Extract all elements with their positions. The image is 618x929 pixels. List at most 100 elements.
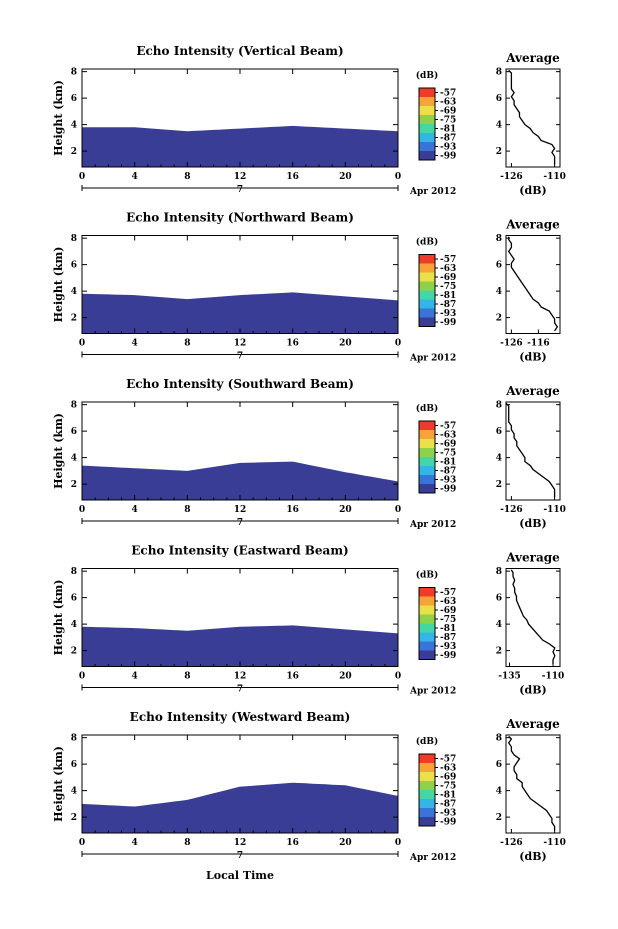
colorbar-segment: [419, 623, 435, 633]
colorbar-tick-label: -87: [440, 300, 456, 310]
echo-layer: [82, 461, 398, 500]
colorbar-tick-label: -57: [440, 588, 456, 598]
panel-2: Echo Intensity (Southward Beam)0 4 8 12 16 20…: [52, 377, 566, 530]
profile-y-tick-label: 4: [496, 287, 502, 297]
profile-line: [508, 69, 556, 165]
x-tick-label: 0: [395, 672, 401, 682]
colorbar-tick-label: -69: [440, 440, 456, 450]
profile-y-tick-label: 6: [496, 594, 502, 604]
y-tick-label: 8: [71, 234, 77, 244]
date-label: Apr 2012: [409, 187, 456, 197]
colorbar-tick-label: -81: [440, 624, 456, 634]
colorbar-segment: [419, 632, 435, 642]
colorbar-segment: [419, 466, 435, 476]
colorbar-frame: [418, 420, 436, 494]
profile-x-label: (dB): [519, 850, 546, 863]
colorbar-segment: [419, 272, 435, 282]
colorbar-segment: [419, 484, 435, 494]
profile-x-label: (dB): [519, 351, 546, 364]
profile-x-label: (dB): [519, 517, 546, 530]
profile-x-tick-label: -110: [542, 672, 565, 682]
colorbar-tick-label: -87: [440, 134, 456, 144]
x-tick-label: 8: [184, 672, 190, 682]
x-tick-label: 16: [286, 838, 299, 848]
x-tick-label: 4: [132, 838, 138, 848]
colorbar-segment: [419, 124, 435, 134]
colorbar-tick-label: -63: [440, 431, 456, 441]
colorbar-tick-label: -75: [440, 449, 456, 459]
colorbar-tick-label: -63: [440, 597, 456, 607]
profile-y-tick-label: 6: [496, 94, 502, 104]
colorbar-tick-label: -81: [440, 125, 456, 135]
x-tick-label: 8: [184, 505, 190, 515]
profile-frame: [505, 68, 561, 168]
colorbar-unit: (dB): [416, 403, 438, 414]
chart-title: Echo Intensity (Vertical Beam): [136, 44, 343, 58]
profile-title: Average: [505, 717, 560, 731]
date-label: Apr 2012: [409, 520, 456, 530]
colorbar-segment: [419, 290, 435, 300]
colorbar-segment: [419, 587, 435, 597]
profile-x-tick-label: -110: [543, 838, 566, 848]
y-axis-label: Height (km): [52, 580, 65, 656]
colorbar-tick-label: -93: [440, 143, 456, 153]
y-tick-label: 4: [71, 620, 77, 630]
profile-y-tick-label: 2: [496, 480, 502, 490]
colorbar-tick-label: -87: [440, 633, 456, 643]
colorbar-segment: [419, 754, 435, 764]
x-tick-label: 16: [286, 339, 299, 349]
y-tick-label: 8: [71, 734, 77, 744]
x-tick-label: 12: [234, 672, 247, 682]
profile-x-tick-label: -110: [543, 172, 566, 182]
colorbar-segment: [419, 781, 435, 791]
x-tick-label: 8: [184, 838, 190, 848]
colorbar-segment: [419, 299, 435, 309]
panel-4: Echo Intensity (Westward Beam) 0 4 8 12 16 20 0…: [52, 710, 566, 863]
colorbar-segment: [419, 115, 435, 125]
colorbar-segment: [419, 596, 435, 606]
colorbar-segment: [419, 421, 435, 431]
colorbar-segment: [419, 254, 435, 264]
colorbar-segment: [419, 308, 435, 318]
y-axis-label: Height (km): [52, 413, 65, 489]
profile-x-tick-label: -116: [527, 339, 550, 349]
colorbar-segment: [419, 133, 435, 143]
colorbar-segment: [419, 614, 435, 624]
colorbar-segment: [419, 430, 435, 440]
x-tick-label: 12: [234, 172, 247, 182]
chart-title: Echo Intensity (Southward Beam): [126, 377, 354, 391]
profile-x-tick-label: -135: [498, 672, 521, 682]
x-tick-label: 16: [286, 172, 299, 182]
y-tick-label: 8: [71, 567, 77, 577]
colorbar-tick-label: -57: [440, 255, 456, 265]
profile-frame: [505, 568, 561, 667]
colorbar-tick-label: -99: [440, 318, 456, 328]
y-tick-label: 6: [71, 261, 77, 271]
y-tick-label: 8: [71, 401, 77, 411]
colorbar-segment: [419, 317, 435, 327]
x-tick-label: 20: [339, 172, 352, 182]
x-tick-label: 4: [132, 172, 138, 182]
chart-title: Echo Intensity (Eastward Beam): [131, 544, 348, 558]
x-tick-label: 0: [395, 838, 401, 848]
profile-y-tick-label: 4: [496, 121, 502, 131]
profile-y-tick-label: 2: [496, 314, 502, 324]
profile-x-tick-label: -126: [500, 172, 523, 182]
colorbar-segment: [419, 281, 435, 291]
y-tick-label: 2: [71, 647, 77, 657]
colorbar-segment: [419, 641, 435, 651]
x-tick-label: 20: [339, 339, 352, 349]
x-tick-label: 16: [286, 505, 299, 515]
colorbar-tick-label: -81: [440, 291, 456, 301]
profile-line: [505, 402, 556, 498]
date-label: Apr 2012: [409, 687, 456, 697]
panel-3: Echo Intensity (Eastward Beam) 0 4 8 12 16 20 0…: [52, 544, 564, 697]
echo-layer: [82, 625, 398, 667]
day-label: 7: [237, 185, 243, 195]
echo-layer: [82, 782, 398, 833]
colorbar-tick-label: -63: [440, 98, 456, 108]
profile-x-tick-label: -126: [500, 505, 523, 515]
profile-y-tick-label: 8: [496, 567, 502, 577]
x-tick-label: 12: [234, 838, 247, 848]
